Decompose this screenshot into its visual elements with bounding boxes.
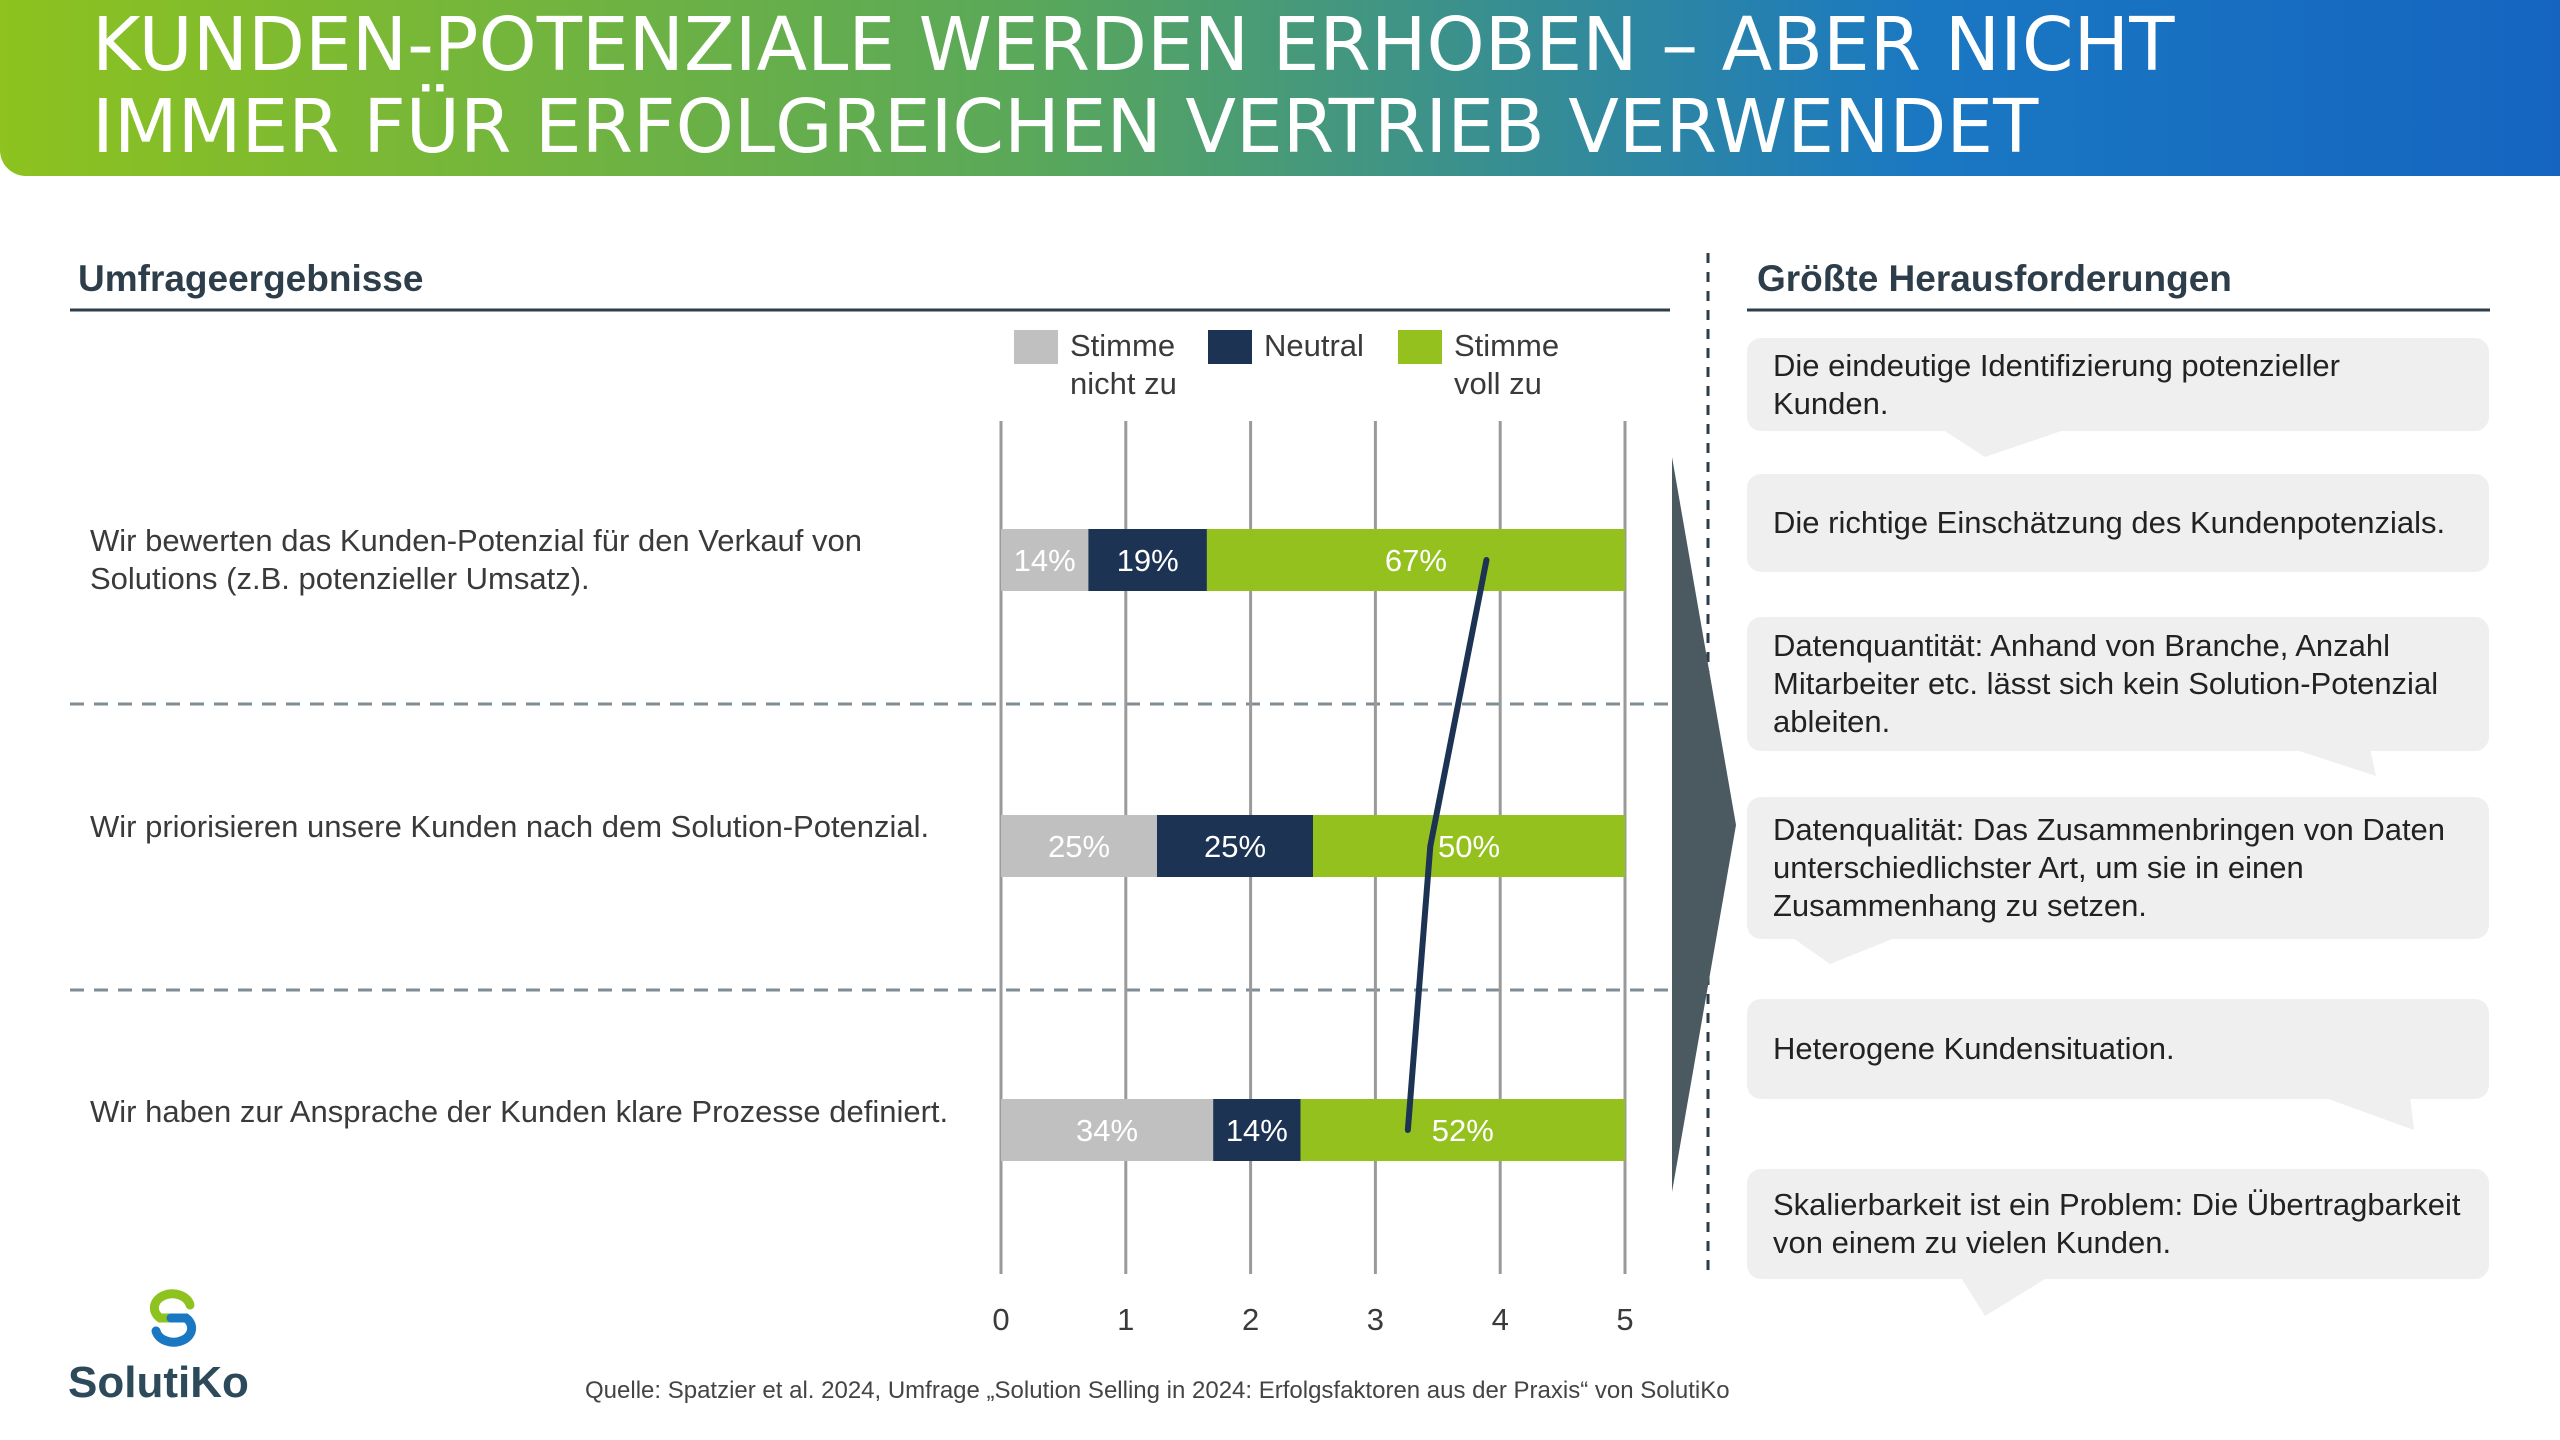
bar-segment (1313, 815, 1625, 877)
bar-segment (1206, 529, 1625, 591)
x-tick-label: 4 (1491, 1302, 1509, 1337)
legend-label: Neutral (1264, 328, 1364, 363)
title-line: KUNDEN-POTENZIALE WERDEN ERHOBEN – ABER … (92, 2, 2175, 88)
value-label: 19% (1117, 543, 1179, 578)
x-tick-label: 0 (992, 1302, 1010, 1337)
x-tick-label: 5 (1616, 1302, 1634, 1337)
mean-line (1404, 557, 1490, 1133)
category-label: Wir bewerten das Kunden-Potenzial für de… (90, 523, 863, 596)
bar-segment (1088, 529, 1207, 591)
value-label: 52% (1432, 1113, 1494, 1148)
challenge-box: Datenqualität: Das Zusammenbringen von D… (1747, 797, 2489, 939)
callout-tails (1790, 428, 2414, 1316)
bar-segment (1300, 1099, 1625, 1161)
section-heading: Umfrageergebnisse (78, 258, 424, 299)
legend-swatch (1398, 330, 1442, 364)
bar-segment (1213, 1099, 1301, 1161)
challenge-box: Heterogene Kundensituation. (1747, 999, 2489, 1099)
bar-segment (1001, 815, 1157, 877)
x-tick-label: 3 (1366, 1302, 1385, 1337)
x-tick-label: 1 (1117, 1302, 1135, 1337)
legend-label: Stimme voll zu (1454, 328, 1560, 401)
title-bar (0, 0, 2560, 176)
category-label: Wir priorisieren unsere Kunden nach dem … (90, 809, 930, 844)
challenge-box: Die richtige Einschätzung des Kundenpote… (1747, 474, 2489, 572)
value-label: 34% (1076, 1113, 1138, 1148)
value-label: 50% (1438, 829, 1500, 864)
logo-text: SolutiKo (68, 1358, 249, 1407)
challenge-box: Datenquantität: Anhand von Branche, Anza… (1747, 617, 2489, 751)
value-label: 25% (1204, 829, 1266, 864)
source-note: Quelle: Spatzier et al. 2024, Umfrage „S… (585, 1377, 1730, 1404)
arrow (1672, 457, 1736, 1192)
section-heading: Größte Herausforderungen (1757, 258, 2232, 299)
value-label: 25% (1048, 829, 1110, 864)
x-tick-label: 2 (1241, 1302, 1260, 1337)
value-label: 14% (1226, 1113, 1288, 1148)
bar-segment (1157, 815, 1313, 877)
value-label: 14% (1014, 543, 1076, 578)
bar-segment (1001, 1099, 1214, 1161)
category-label: Wir haben zur Ansprache der Kunden klare… (90, 1094, 949, 1129)
value-label: 67% (1385, 543, 1447, 578)
bar-segment (1001, 529, 1089, 591)
legend-swatch (1014, 330, 1058, 364)
logo-icon (149, 1289, 197, 1347)
legend-swatch (1208, 330, 1252, 364)
legend-label: Stimme nicht zu (1070, 328, 1177, 401)
challenge-box: Skalierbarkeit ist ein Problem: Die Über… (1747, 1169, 2489, 1279)
title-line: IMMER FÜR ERFOLGREICHEN VERTRIEB VERWEND… (92, 84, 2039, 170)
challenge-box: Die eindeutige Identifizierung potenziel… (1747, 338, 2489, 431)
